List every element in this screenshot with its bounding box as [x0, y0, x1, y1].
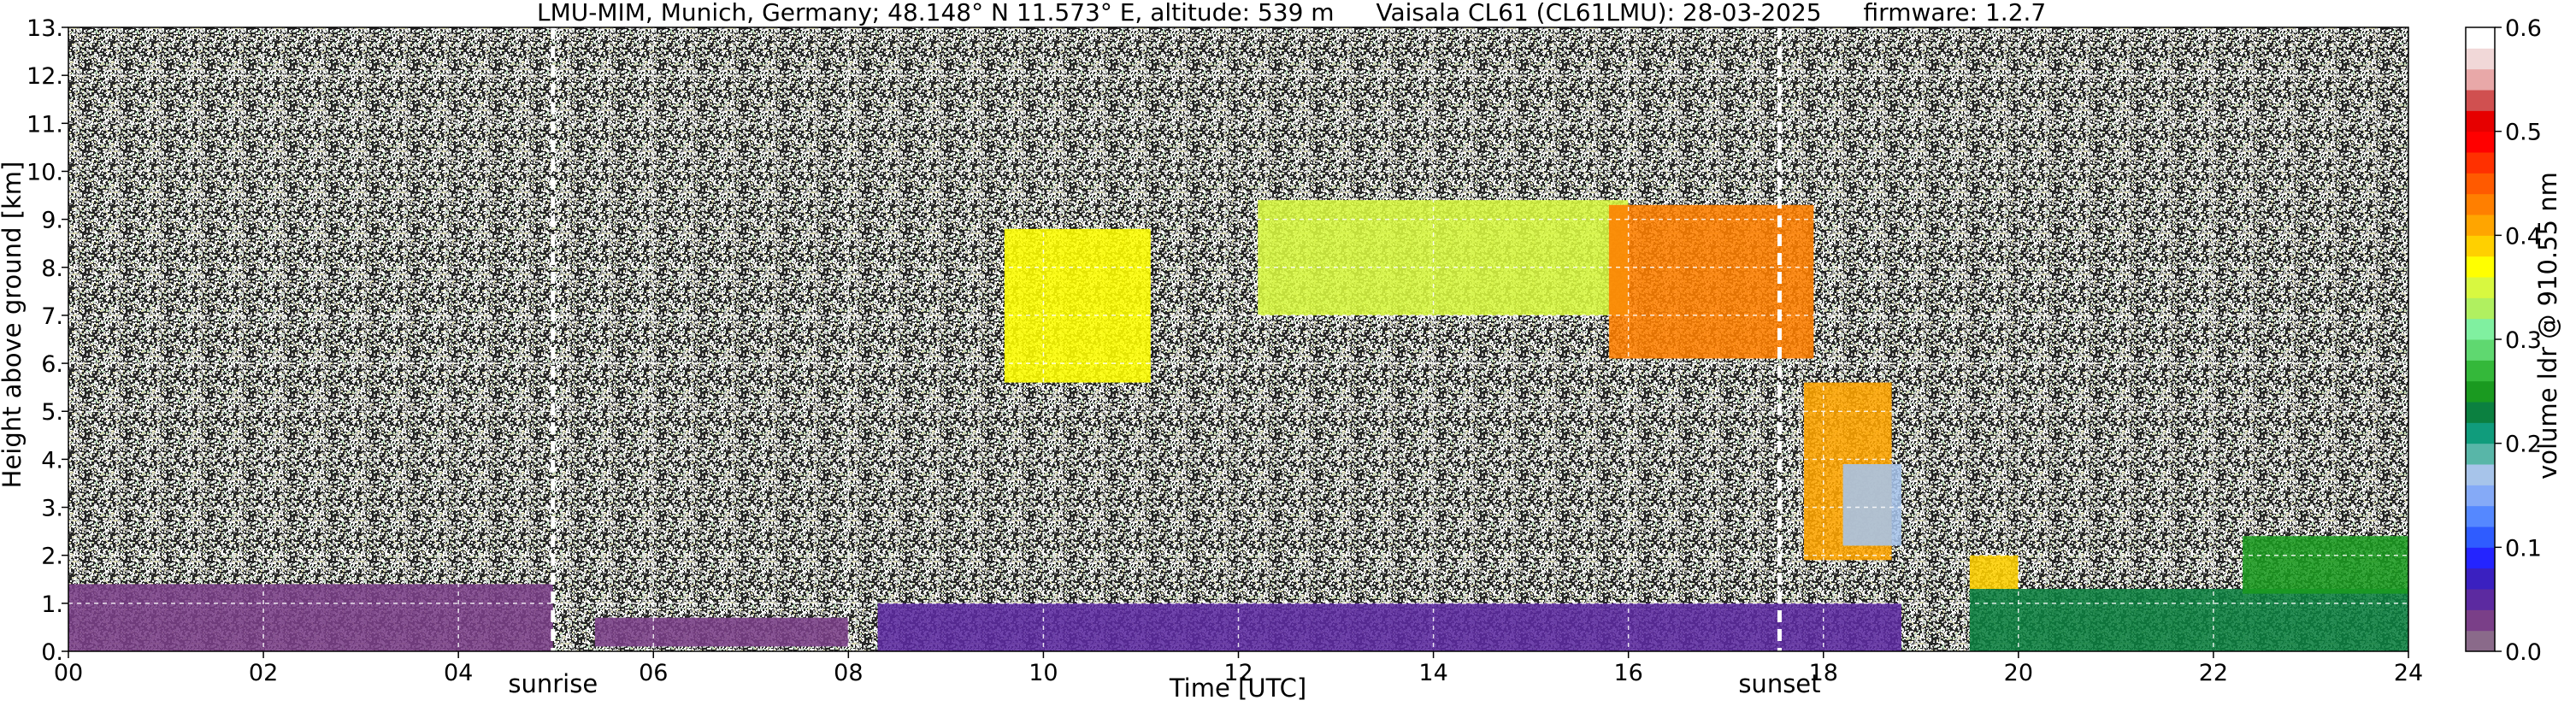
colorbar-segment: [2466, 90, 2495, 111]
colorbar-label: volume ldr @ 910.55 nm: [2533, 172, 2562, 479]
colorbar-segment: [2466, 339, 2495, 361]
colorbar-segment: [2466, 380, 2495, 403]
y-tick-label: 0.: [41, 639, 63, 666]
x-axis-title: Time [UTC]: [1169, 674, 1306, 703]
colorbar-segment: [2466, 68, 2495, 91]
colorbar-tick-label: 0.2: [2505, 432, 2542, 458]
y-tick-label: 4.: [41, 447, 63, 474]
colorbar-segment: [2466, 402, 2495, 423]
colorbar-segment: [2466, 485, 2495, 507]
x-tick-label: 00: [54, 660, 83, 686]
x-tick-label: 16: [1613, 660, 1642, 686]
colorbar-segment: [2466, 547, 2495, 569]
x-tick-label: 14: [1418, 660, 1447, 686]
axes: 00 02 04 06 08 10 12 14 16 18 20 22 24 0. 1. 2. 3. 4. 5. 6.…: [27, 15, 2423, 686]
colorbar-segment: [2466, 277, 2495, 298]
colorbar-tick-label: 0.4: [2505, 223, 2542, 250]
colorbar-tick-label: 0.3: [2505, 327, 2542, 354]
y-tick-label: 12.: [27, 63, 63, 90]
ldr-layer-boundary-layer: [877, 603, 1901, 651]
ldr-layer-cirrus: [1004, 228, 1151, 383]
colorbar-segment: [2466, 256, 2495, 278]
title-site: LMU-MIM, Munich, Germany; 48.148° N 11.5…: [537, 0, 1335, 26]
ldr-layer-low-aerosol-layer: [594, 617, 849, 647]
colorbar-tick-label: 0.1: [2505, 535, 2542, 562]
x-tick-label: 22: [2199, 660, 2228, 686]
title-firmware: firmware: 1.2.7: [1864, 0, 2047, 26]
grid-lines: [68, 27, 2408, 651]
sunset-label: sunset: [1738, 669, 1820, 698]
x-tick-label: 02: [249, 660, 278, 686]
y-tick-label: 8.: [41, 256, 63, 282]
y-tick-label: 7.: [41, 303, 63, 330]
ldr-layer-low-cloud-top: [2243, 536, 2408, 594]
x-tick-label: 18: [1809, 660, 1838, 686]
ldr-layer-mixed-phase: [1842, 464, 1901, 546]
ldr-layer-low-aerosol-layer: [68, 584, 553, 651]
ldr-layer-low-cloud-top: [1969, 555, 2019, 589]
x-tick-label: 20: [2004, 660, 2033, 686]
colorbar-segment: [2466, 131, 2495, 153]
colorbar-segment: [2466, 609, 2495, 632]
title-instrument: Vaisala CL61 (CL61LMU): 28-03-2025: [1376, 0, 1822, 26]
x-tick-label: 06: [639, 660, 668, 686]
ldr-layer-cirrus: [1608, 204, 1814, 359]
y-tick-label: 3.: [41, 496, 63, 522]
colorbar-segment: [2466, 215, 2495, 236]
y-tick-label: 13.: [27, 15, 63, 42]
x-tick-label: 12: [1223, 660, 1253, 686]
colorbar-segment: [2466, 360, 2495, 382]
colorbar-tick-label: 0.5: [2505, 120, 2542, 146]
y-axis-title: Height above ground [km]: [0, 162, 27, 489]
sunrise-label: sunrise: [508, 669, 598, 698]
y-tick-label: 9.: [41, 208, 63, 234]
ldr-layers: [68, 200, 2408, 651]
colorbar-segment: [2466, 527, 2495, 548]
colorbar-segment: [2466, 568, 2495, 590]
colorbar-segment: [2466, 27, 2495, 49]
chart-title: LMU-MIM, Munich, Germany; 48.148° N 11.5…: [537, 0, 2046, 26]
colorbar-segment: [2466, 235, 2495, 257]
ldr-layer-cirrus: [1258, 200, 1629, 315]
colorbar: 0.0 0.1 0.2 0.3 0.4 0.5 0.6: [2465, 15, 2542, 666]
colorbar-segment: [2466, 318, 2495, 340]
colorbar-segment: [2466, 110, 2495, 132]
x-tick-label: 04: [444, 660, 473, 686]
event-lines: [551, 27, 1782, 651]
colorbar-segment: [2466, 589, 2495, 610]
plot-area: [68, 27, 2408, 651]
y-tick-label: 2.: [41, 544, 63, 570]
y-tick-label: 5.: [41, 399, 63, 426]
x-tick-label: 10: [1029, 660, 1058, 686]
x-tick-label: 08: [834, 660, 863, 686]
colorbar-segment: [2466, 464, 2495, 485]
y-tick-label: 10.: [27, 159, 63, 185]
colorbar-segment: [2466, 443, 2495, 465]
ldr-layer-low-cloud: [1969, 589, 2408, 651]
y-tick-label: 1.: [41, 591, 63, 618]
colorbar-tick-label: 0.6: [2505, 15, 2542, 42]
colorbar-segment: [2466, 630, 2495, 652]
colorbar-segment: [2466, 152, 2495, 174]
y-tick-label: 11.: [27, 111, 63, 138]
colorbar-tick-label: 0.0: [2505, 639, 2542, 666]
colorbar-segment: [2466, 48, 2495, 70]
y-tick-label: 6.: [41, 351, 63, 378]
colorbar-segment: [2466, 505, 2495, 527]
colorbar-segment: [2466, 297, 2495, 320]
colorbar-segment: [2466, 422, 2495, 444]
colorbar-segment: [2466, 173, 2495, 195]
colorbar-segment: [2466, 193, 2495, 215]
x-tick-label: 24: [2394, 660, 2423, 686]
